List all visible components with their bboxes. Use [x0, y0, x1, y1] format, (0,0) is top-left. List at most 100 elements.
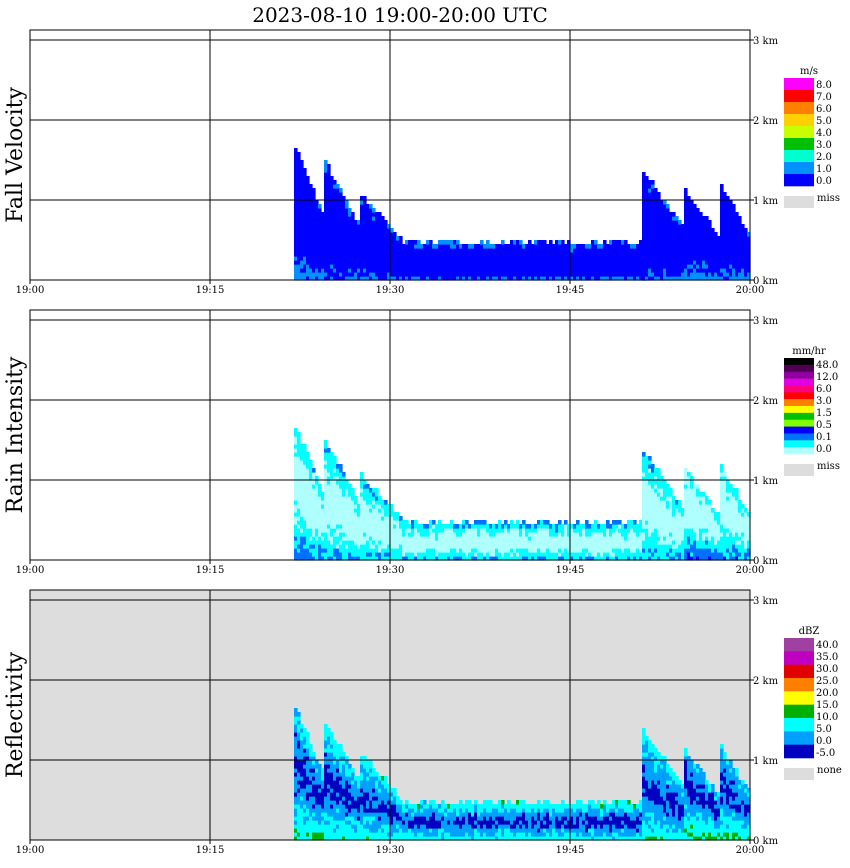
echo-cell [714, 264, 718, 269]
echo-cell [663, 276, 667, 281]
echo-cell [303, 776, 307, 781]
legend-label: 1.0 [816, 164, 832, 175]
echo-cell [444, 244, 448, 249]
echo-cell [369, 532, 373, 537]
echo-cell [672, 252, 676, 257]
echo-cell [372, 488, 376, 493]
echo-cell [348, 764, 352, 769]
echo-cell [312, 220, 316, 225]
echo-cell [744, 228, 748, 233]
echo-cell [330, 516, 334, 521]
echo-cell [732, 532, 736, 537]
echo-cell [351, 252, 355, 257]
echo-cell [690, 480, 694, 485]
echo-cell [324, 452, 328, 457]
echo-cell [621, 240, 625, 245]
echo-cell [369, 528, 373, 533]
echo-cell [669, 512, 673, 517]
echo-cell [351, 500, 355, 505]
echo-cell [519, 252, 523, 257]
echo-cell [693, 532, 697, 537]
echo-cell [720, 272, 724, 277]
echo-cell [747, 556, 751, 561]
echo-cell [504, 536, 508, 541]
echo-cell [354, 232, 358, 237]
echo-cell [381, 556, 385, 561]
echo-cell [642, 228, 646, 233]
echo-cell [402, 532, 406, 537]
echo-cell [312, 264, 316, 269]
echo-cell [306, 820, 310, 825]
echo-cell [747, 516, 751, 521]
echo-cell [657, 516, 661, 521]
echo-cell [327, 536, 331, 541]
echo-cell [417, 524, 421, 529]
echo-cell [384, 532, 388, 537]
echo-cell [351, 780, 355, 785]
echo-cell [312, 256, 316, 261]
echo-cell [642, 512, 646, 517]
echo-cell [342, 200, 346, 205]
echo-cell [657, 252, 661, 257]
echo-cell [738, 520, 742, 525]
echo-cell [495, 544, 499, 549]
echo-cell [345, 796, 349, 801]
echo-cell [525, 256, 529, 261]
echo-cell [573, 260, 577, 265]
echo-cell [543, 536, 547, 541]
legend-swatch [784, 150, 814, 163]
echo-cell [330, 492, 334, 497]
echo-cell [726, 536, 730, 541]
echo-cell [315, 264, 319, 269]
echo-cell [684, 476, 688, 481]
echo-cell [303, 188, 307, 193]
echo-cell [552, 244, 556, 249]
echo-cell [429, 276, 433, 281]
echo-cell [492, 248, 496, 253]
echo-cell [309, 532, 313, 537]
echo-cell [294, 520, 298, 525]
echo-cell [654, 240, 658, 245]
echo-cell [606, 268, 610, 273]
echo-cell [570, 260, 574, 265]
echo-cell [387, 256, 391, 261]
echo-cell [726, 520, 730, 525]
echo-cell [696, 504, 700, 509]
echo-cell [528, 260, 532, 265]
echo-cell [726, 196, 730, 201]
echo-cell [294, 532, 298, 537]
echo-cell [546, 272, 550, 277]
echo-cell [312, 216, 316, 221]
echo-cell [678, 540, 682, 545]
echo-cell [525, 532, 529, 537]
echo-cell [399, 240, 403, 245]
echo-cell [318, 504, 322, 509]
echo-cell [399, 252, 403, 257]
echo-cell [345, 220, 349, 225]
echo-cell [294, 748, 298, 753]
echo-cell [369, 260, 373, 265]
echo-cell [591, 536, 595, 541]
echo-cell [342, 500, 346, 505]
echo-cell [336, 260, 340, 265]
echo-cell [363, 268, 367, 273]
echo-cell [372, 264, 376, 269]
echo-cell [531, 536, 535, 541]
echo-cell [333, 768, 337, 773]
echo-cell [720, 208, 724, 213]
echo-cell [462, 536, 466, 541]
echo-cell [336, 240, 340, 245]
echo-cell [720, 204, 724, 209]
echo-cell [537, 264, 541, 269]
echo-cell [300, 456, 304, 461]
echo-cell [414, 272, 418, 277]
echo-cell [522, 248, 526, 253]
echo-cell [696, 272, 700, 277]
echo-cell [354, 508, 358, 513]
echo-cell [366, 212, 370, 217]
echo-cell [354, 516, 358, 521]
echo-cell [378, 236, 382, 241]
echo-cell [660, 512, 664, 517]
echo-cell [585, 536, 589, 541]
echo-cell [465, 532, 469, 537]
